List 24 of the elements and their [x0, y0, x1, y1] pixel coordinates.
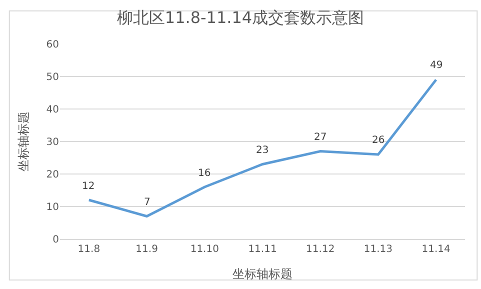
data-label: 16 [198, 168, 211, 179]
x-tick-label: 11.9 [136, 244, 158, 255]
data-label: 23 [256, 145, 269, 156]
y-tick-label: 10 [46, 202, 59, 213]
x-tick-label: 11.14 [422, 244, 450, 255]
data-label: 7 [144, 197, 150, 208]
y-tick-label: 20 [46, 170, 59, 180]
y-axis-title: 坐标轴标题 [16, 112, 31, 172]
data-label: 49 [430, 60, 443, 71]
y-tick-label: 50 [46, 72, 59, 83]
chart-title: 柳北区11.8-11.14成交套数示意图 [116, 8, 364, 27]
y-tick-label: 30 [46, 137, 59, 148]
x-tick-label: 11.10 [190, 244, 219, 255]
y-tick-label: 0 [52, 234, 59, 246]
data-label: 27 [314, 132, 327, 143]
x-tick-label: 11.12 [306, 244, 335, 255]
x-tick-label: 11.8 [78, 244, 100, 255]
x-axis-title: 坐标轴标题 [232, 266, 292, 281]
x-tick-label: 11.11 [248, 244, 277, 255]
data-label: 26 [372, 135, 385, 146]
y-tick-label: 60 [46, 40, 59, 50]
data-label: 12 [82, 181, 95, 192]
y-tick-label: 40 [46, 104, 59, 116]
x-tick-label: 11.13 [364, 244, 393, 255]
